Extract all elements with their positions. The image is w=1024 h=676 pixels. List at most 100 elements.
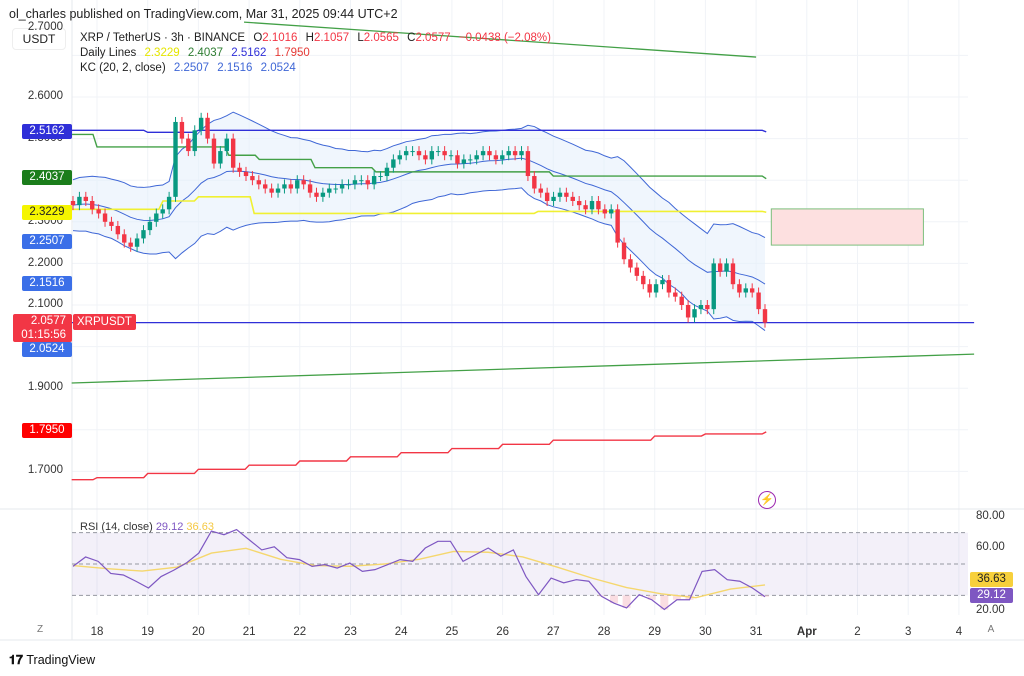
candle-body [333, 188, 338, 190]
candle-body [493, 155, 499, 160]
candle-body [391, 159, 396, 168]
price-tick: 2.1000 [27, 298, 63, 310]
candle-body [576, 201, 582, 206]
candle-body [538, 188, 543, 193]
candle-body [83, 196, 89, 201]
candle-body [506, 151, 511, 156]
candle-body [365, 180, 370, 185]
rsi-legend[interactable]: RSI (14, close) 29.12 36.63 [80, 521, 214, 533]
kc-fill [73, 112, 765, 331]
rsi-badge: 29.12 [970, 588, 1013, 603]
candle-body [621, 242, 627, 260]
kc-value: 2.2507 [173, 62, 210, 74]
time-tick: 2 [854, 626, 861, 638]
candle-body [102, 213, 108, 222]
last-price-badge: 2.0577 01:15:56 [13, 314, 72, 342]
time-tick: 19 [141, 626, 155, 638]
time-tick: 22 [293, 626, 307, 638]
candle-body [551, 196, 556, 201]
candle-body [403, 151, 409, 156]
price-tick: 2.6000 [27, 90, 63, 102]
candle-body [77, 196, 82, 206]
candle-body [218, 151, 223, 164]
candle-body [692, 309, 697, 318]
candle-body [230, 138, 236, 168]
time-tick: 20 [191, 626, 205, 638]
time-tick: 18 [90, 626, 104, 638]
symbol-title[interactable]: XRP / TetherUS · 3h · BINANCE [80, 32, 246, 44]
currency-button[interactable]: USDT [12, 28, 66, 50]
candle-body [660, 280, 665, 285]
low-value: 2.0565 [363, 32, 399, 44]
candle-body [237, 167, 242, 172]
daily-line-red [71, 431, 767, 481]
candle-body [141, 230, 146, 239]
candle-body [717, 263, 723, 272]
candle-body [461, 159, 467, 164]
candle-body [589, 201, 595, 210]
candle-body [288, 184, 294, 189]
lightning-icon[interactable]: ⚡ [758, 491, 776, 509]
candle-body [314, 192, 319, 197]
tradingview-logo: 𝟏𝟕 TradingView [9, 653, 95, 668]
publisher-line: ol_charles published on TradingView.com,… [9, 7, 398, 21]
candle-body [532, 176, 537, 189]
candle-body [512, 151, 518, 156]
candle-body [275, 188, 281, 193]
candle-body [641, 275, 646, 285]
candle-body [109, 221, 114, 226]
candle-body [256, 180, 262, 185]
change-value: −0.0438 (−2.08%) [458, 32, 551, 44]
candle-body [90, 201, 95, 210]
daily-line-green [71, 133, 767, 180]
candle-body [211, 138, 217, 164]
candle-body [544, 192, 550, 201]
price-tick: 2.7000 [27, 21, 63, 33]
trendline-green [243, 21, 757, 58]
candle-body [301, 180, 306, 185]
candle-body [269, 188, 274, 193]
close-value: 2.0577 [415, 32, 451, 44]
daily-green-price-badge: 2.4037 [22, 170, 72, 185]
candle-body [198, 117, 204, 131]
candle-body [474, 155, 479, 160]
candle-body [737, 284, 742, 293]
kc-value: 2.1516 [217, 62, 253, 74]
time-tick: 28 [597, 626, 611, 638]
candle-body [339, 184, 345, 189]
candle-body [730, 263, 736, 285]
candle-body [282, 184, 287, 189]
close-label: C [407, 32, 416, 44]
daily-line-blue [71, 129, 767, 134]
price-tick: 1.7000 [27, 464, 63, 476]
kc-basis-price-badge: 2.1516 [22, 276, 72, 291]
kc-legend[interactable]: KC (20, 2, close) 2.2507 2.1516 2.0524 [80, 62, 301, 74]
high-label: H [305, 32, 314, 44]
time-tick: 31 [749, 626, 763, 638]
daily-lines-legend[interactable]: Daily Lines 2.3229 2.4037 2.5162 1.7950 [80, 47, 315, 59]
candle-body [250, 176, 255, 181]
zoom-reset-button[interactable]: Z [36, 624, 44, 635]
kc-upper-price-badge: 2.2507 [22, 234, 72, 249]
candle-body [564, 192, 569, 197]
rsi-ma-line [72, 547, 766, 599]
candle-body [378, 176, 383, 178]
logo-mark-icon: 𝟏𝟕 [9, 653, 27, 667]
candle-body [525, 151, 531, 177]
candle-body [397, 155, 402, 160]
price-tick: 2.2000 [27, 257, 63, 269]
price-tick: 1.9000 [27, 381, 63, 393]
candle-body [442, 151, 447, 156]
candle-body [705, 305, 710, 310]
candle-body [762, 309, 768, 323]
candle-body [685, 305, 691, 318]
candle-body [173, 121, 178, 197]
kc-lower-price-badge: 2.0524 [22, 342, 72, 357]
candle-body [596, 201, 601, 210]
open-label: O [253, 32, 263, 44]
trendline-green [71, 353, 975, 384]
candle-body [416, 151, 422, 156]
auto-scale-button[interactable]: A [987, 624, 995, 635]
